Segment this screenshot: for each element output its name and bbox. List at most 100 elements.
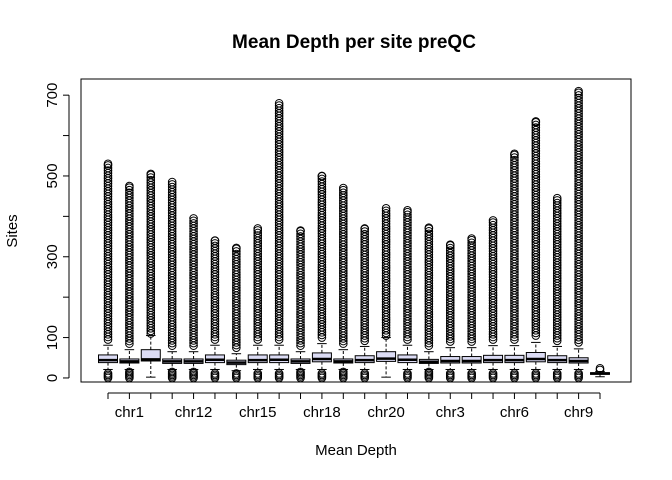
box-2	[119, 181, 140, 383]
outlier-point	[360, 224, 369, 233]
x-tick-label: chr20	[367, 404, 405, 421]
outlier-point	[467, 234, 476, 243]
outlier-point	[296, 226, 305, 235]
box-12	[333, 183, 354, 383]
outlier-point	[317, 174, 327, 184]
plot-frame	[80, 78, 632, 383]
box-16	[418, 223, 439, 383]
outlier-point	[167, 367, 177, 377]
outlier-point	[467, 238, 476, 248]
outlier-point	[210, 241, 220, 251]
outlier-point	[232, 243, 241, 253]
outlier-point	[403, 206, 412, 215]
box-body	[525, 352, 546, 363]
x-axis: chr1 chr12 chr15 chr18 chr20 chr3 chr6 chr9	[107, 392, 601, 421]
outlier-point	[296, 232, 305, 241]
box-9	[269, 98, 290, 383]
outlier-point	[424, 226, 434, 236]
outlier-point	[232, 249, 241, 259]
box-22	[547, 193, 568, 383]
box-24	[590, 363, 610, 378]
box-8	[247, 224, 268, 383]
outlier-point	[103, 163, 113, 173]
outlier-point	[103, 166, 113, 175]
outlier-point	[253, 224, 263, 233]
y-tick-label: 0	[44, 374, 61, 382]
outlier-point	[403, 213, 412, 222]
box-body	[98, 354, 118, 364]
outlier-point	[424, 223, 434, 232]
outlier-point	[488, 218, 498, 227]
outlier-point	[360, 227, 369, 236]
outlier-point	[232, 247, 241, 256]
box-11	[311, 171, 332, 383]
box-1	[98, 159, 118, 383]
box-6	[204, 236, 225, 383]
outlier-point	[574, 91, 583, 100]
outlier-point	[339, 183, 348, 193]
outlier-point	[488, 220, 498, 230]
y-axis: 0 100 300 500 700	[44, 83, 70, 382]
x-tick-label: chr6	[500, 404, 529, 421]
box-body	[376, 351, 397, 362]
outlier-point	[210, 236, 220, 245]
outlier-point	[531, 123, 541, 132]
y-tick-label: 700	[44, 83, 61, 108]
outlier-point	[167, 177, 177, 187]
x-axis-label: Mean Depth	[315, 442, 397, 459]
outlier-point	[274, 101, 284, 110]
outlier-point	[510, 155, 519, 165]
outlier-point	[146, 175, 156, 185]
outlier-point	[317, 177, 327, 186]
box-18	[461, 234, 482, 383]
box-19	[483, 216, 504, 383]
box-20	[504, 149, 525, 383]
box-5	[183, 214, 204, 383]
y-tick-label: 100	[44, 325, 61, 350]
y-tick-label: 500	[44, 163, 61, 188]
outlier-point	[210, 239, 220, 248]
box-3	[140, 169, 161, 378]
y-tick-label: 300	[44, 244, 61, 269]
box-7	[226, 243, 247, 383]
outlier-point	[381, 206, 391, 216]
outlier-point	[424, 367, 434, 377]
box-21	[525, 117, 546, 383]
outlier-point	[403, 210, 412, 220]
x-tick-label: chr3	[436, 404, 465, 421]
outlier-point	[146, 173, 156, 182]
x-tick-label: chr18	[303, 404, 341, 421]
outlier-point	[167, 182, 177, 192]
outlier-point	[510, 149, 519, 159]
outlier-point	[125, 188, 134, 198]
outlier-point	[189, 214, 198, 223]
outlier-point	[531, 117, 541, 126]
box-10	[290, 226, 311, 383]
outlier-point	[574, 93, 583, 103]
outlier-point	[189, 216, 198, 226]
x-tick-label: chr1	[115, 404, 144, 421]
outlier-point	[125, 185, 134, 195]
outlier-point	[167, 180, 177, 189]
outlier-point	[189, 367, 198, 377]
outlier-point	[296, 367, 305, 377]
outlier-point	[381, 209, 391, 218]
outlier-point	[317, 171, 327, 181]
box-body	[311, 352, 332, 363]
box-13	[354, 224, 375, 383]
box-body	[140, 349, 161, 362]
outlier-point	[125, 181, 134, 191]
outlier-point	[424, 229, 434, 239]
chart-title: Mean Depth per site preQC	[232, 32, 476, 53]
outlier-point	[445, 240, 455, 249]
box-series	[98, 86, 610, 383]
box-body	[247, 354, 268, 364]
outlier-point	[339, 185, 348, 195]
outlier-point	[445, 243, 455, 253]
outlier-point	[339, 188, 348, 198]
box-23	[568, 86, 589, 383]
outlier-point	[488, 216, 498, 225]
outlier-point	[189, 219, 198, 228]
outlier-point	[574, 86, 583, 96]
